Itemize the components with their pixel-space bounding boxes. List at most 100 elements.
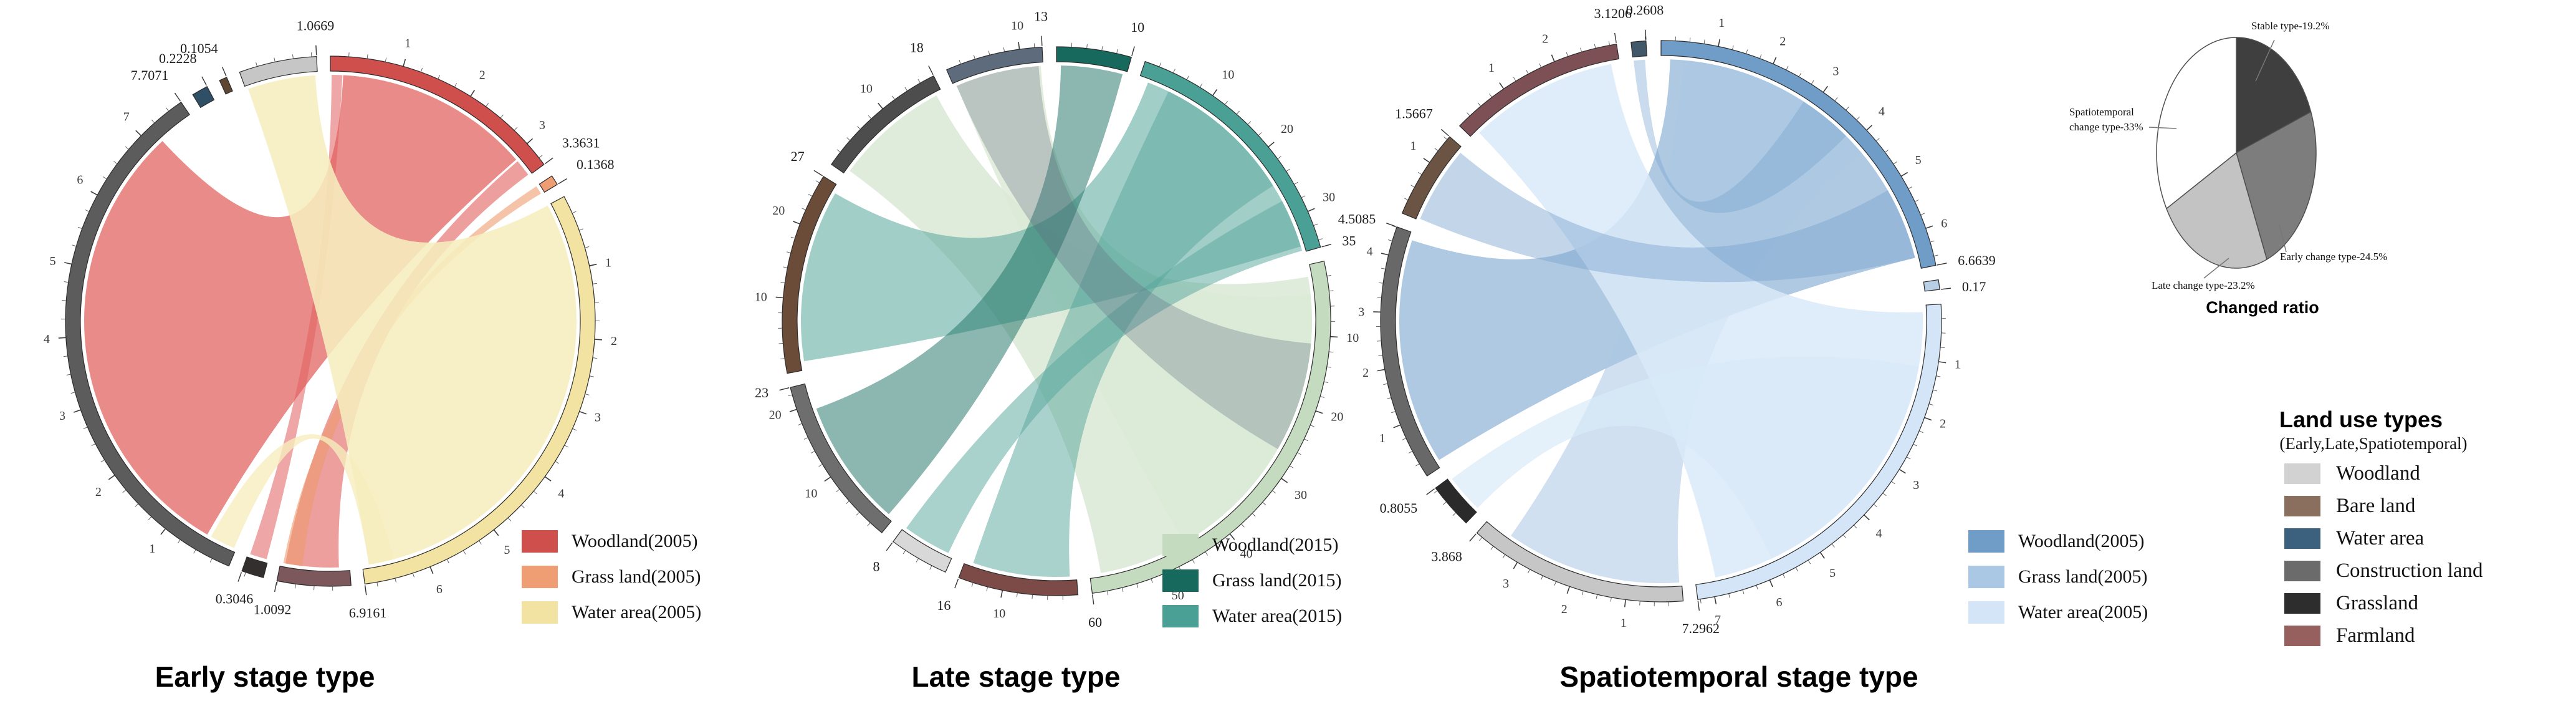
legend-label: Woodland(2015) [1212,535,1339,555]
svg-text:10: 10 [755,290,767,304]
svg-text:6: 6 [436,583,443,596]
svg-text:2: 2 [95,485,102,499]
svg-text:2: 2 [1779,35,1786,49]
svg-text:1: 1 [1379,432,1386,445]
legend-swatch-grassland-2005-orange [522,566,558,588]
svg-text:35: 35 [1342,233,1356,249]
svg-text:0.2228: 0.2228 [159,51,197,66]
bare-land-swatch [2284,496,2320,516]
grassland-swatch [2284,593,2320,614]
legend-swatch-waterarea-2005-yellow [522,601,558,624]
land-use-label: Construction land [2336,559,2483,582]
svg-text:4: 4 [44,332,50,346]
svg-text:23: 23 [755,385,768,400]
svg-text:6: 6 [1776,596,1782,609]
svg-text:1: 1 [405,36,411,50]
farmland-swatch [2284,626,2320,646]
svg-text:0.2608: 0.2608 [1626,2,1664,18]
svg-text:10: 10 [1222,68,1234,82]
svg-text:0.3046: 0.3046 [216,591,254,607]
svg-text:1.0092: 1.0092 [254,602,292,617]
legend-item: Woodland(2015) [1162,534,1342,556]
title-spatiotemporal-stage: Spatiotemporal stage type [1559,660,1918,693]
svg-text:5: 5 [1915,153,1922,167]
pie-label-stable: Stable type-19.2% [2251,20,2330,32]
legend-swatch-waterarea-2015 [1162,605,1199,627]
svg-text:10: 10 [1346,331,1359,345]
legend-item: Water area(2015) [1162,605,1342,627]
svg-text:2: 2 [479,68,486,82]
svg-text:7: 7 [1715,613,1721,627]
woodland-swatch [2284,463,2320,484]
svg-text:20: 20 [1331,410,1343,423]
svg-text:1.5667: 1.5667 [1395,106,1433,122]
svg-text:1.0669: 1.0669 [297,18,335,34]
svg-text:6.9161: 6.9161 [349,605,387,621]
pie-title: Changed ratio [2206,298,2319,317]
pie-label-early: Early change type-24.5% [2280,251,2388,263]
legend-swatch-woodland-2005-red [522,530,558,553]
title-late-stage: Late stage type [911,660,1121,693]
legend-swatch-woodland-2005-blue [1968,530,2004,553]
svg-text:2: 2 [1542,32,1548,46]
legend-label: Grass land(2005) [572,566,701,587]
legend-label: Grass land(2015) [1212,570,1342,591]
svg-text:13: 13 [1034,9,1048,24]
legend-item: Woodland(2005) [1968,530,2148,553]
legend-early: Woodland(2005) Grass land(2005) Water ar… [522,530,701,637]
svg-text:1: 1 [1410,139,1416,153]
pie-label-spatiotemporal: Spatiotemporal change type-33% [2069,106,2143,133]
svg-text:4: 4 [1876,526,1882,540]
land-use-label: Farmland [2336,624,2415,647]
svg-text:3.3631: 3.3631 [562,135,600,150]
svg-text:10: 10 [993,607,1005,621]
legend-label: Water area(2005) [2018,602,2148,622]
svg-text:60: 60 [1088,614,1102,630]
svg-text:3: 3 [1832,65,1839,79]
land-use-item-bare-land: Bare land [2284,495,2504,517]
svg-text:7.7071: 7.7071 [131,67,169,83]
svg-text:20: 20 [769,409,782,422]
svg-text:3: 3 [1913,478,1919,492]
svg-text:3.1206: 3.1206 [1594,6,1632,21]
svg-text:10: 10 [860,82,873,95]
svg-text:4: 4 [1879,105,1885,119]
svg-text:27: 27 [791,148,805,164]
land-use-item-grassland: Grassland [2284,592,2504,614]
svg-text:0.1368: 0.1368 [577,157,615,172]
svg-text:1: 1 [1955,358,1961,372]
svg-text:3: 3 [59,409,65,423]
svg-text:2: 2 [1561,602,1568,616]
svg-text:30: 30 [1323,191,1335,205]
legend-spatiotemporal: Woodland(2005) Grass land(2005) Water ar… [1968,530,2148,637]
legend-item: Grass land(2005) [522,566,701,588]
land-use-legend-subtitle: (Early,Late,Spatiotemporal) [2279,434,2468,453]
water-area-swatch [2284,528,2320,549]
svg-text:2: 2 [611,334,617,348]
svg-text:0.1054: 0.1054 [180,41,218,56]
svg-text:1: 1 [149,542,155,556]
svg-text:20: 20 [1281,122,1293,136]
svg-text:20: 20 [772,204,785,218]
legend-swatch-waterarea-2005-blue [1968,601,2004,624]
svg-text:16: 16 [937,597,950,613]
svg-text:10: 10 [1011,19,1023,32]
svg-text:0.17: 0.17 [1962,279,1986,294]
legend-label: Grass land(2005) [2018,566,2148,587]
land-use-item-woodland: Woodland [2284,462,2504,485]
legend-swatch-grassland-2005-blue [1968,566,2004,588]
svg-text:30: 30 [1295,488,1307,502]
svg-text:1: 1 [1488,61,1495,75]
svg-text:2: 2 [1940,417,1946,430]
svg-text:10: 10 [1131,19,1144,35]
svg-text:18: 18 [910,39,924,55]
legend-swatch-woodland-2015 [1162,534,1199,556]
land-use-item-farmland: Farmland [2284,624,2504,647]
land-use-label: Water area [2336,527,2425,549]
svg-text:4: 4 [558,486,564,500]
svg-text:10: 10 [805,487,817,501]
pie-chart-changed-ratio [2148,37,2317,279]
legend-item: Woodland(2005) [522,530,701,553]
